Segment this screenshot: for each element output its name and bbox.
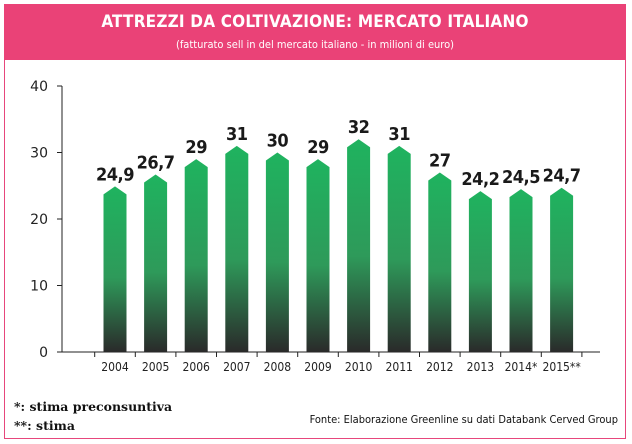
bar	[428, 172, 452, 352]
x-tick-label: 2014*	[505, 360, 538, 374]
bar-value-label: 31	[388, 124, 410, 145]
chart-title: ATTREZZI DA COLTIVAZIONE: MERCATO ITALIA…	[101, 12, 529, 32]
bar	[347, 139, 371, 352]
source-note: Fonte: Elaborazione Greenline su dati Da…	[309, 413, 618, 426]
bar	[144, 174, 168, 352]
y-tick-label: 0	[39, 345, 48, 361]
bar	[550, 187, 574, 352]
bar-value-label: 32	[348, 117, 370, 138]
bar-value-label: 30	[267, 131, 289, 152]
bar-value-label: 24,5	[502, 167, 540, 188]
x-tick-label: 2013	[467, 360, 494, 374]
chart-header: ATTREZZI DA COLTIVAZIONE: MERCATO ITALIA…	[4, 4, 626, 60]
bar	[265, 152, 289, 352]
y-tick-label: 20	[30, 212, 48, 228]
x-tick-label: 2012	[426, 360, 453, 374]
bar-value-label: 27	[429, 150, 451, 171]
bar-value-label: 24,9	[96, 164, 134, 185]
bar	[184, 159, 208, 352]
x-tick-label: 2004	[101, 360, 129, 374]
x-tick-label: 2010	[345, 360, 373, 374]
chart-subtitle: (fatturato sell in del mercato italiano …	[175, 38, 455, 51]
bar-value-label: 29	[185, 137, 207, 158]
bar-value-label: 26,7	[137, 152, 175, 173]
bar	[509, 189, 533, 352]
x-tick-label: 2007	[223, 360, 250, 374]
footnote-stima: **: stima	[14, 418, 75, 433]
y-tick-label: 10	[30, 279, 48, 295]
x-tick-label: 2009	[304, 360, 332, 374]
x-tick-label: 2008	[264, 360, 292, 374]
x-tick-label: 2011	[385, 360, 412, 374]
bar	[103, 186, 127, 352]
bar-value-label: 31	[226, 124, 248, 145]
y-tick-label: 30	[30, 146, 48, 162]
x-tick-label: 2015**	[542, 360, 581, 374]
bar	[306, 159, 330, 352]
bar	[387, 145, 411, 352]
bar-value-label: 24,7	[543, 166, 581, 187]
x-tick-label: 2005	[142, 360, 169, 374]
x-tick-label: 2006	[182, 360, 210, 374]
bar-value-label: 29	[307, 137, 329, 158]
bar	[468, 191, 492, 352]
footnote-preconsuntiva: *: stima preconsuntiva	[14, 399, 173, 414]
bar	[225, 145, 249, 352]
bar-value-label: 24,2	[461, 169, 499, 190]
y-tick-label: 40	[30, 79, 48, 95]
